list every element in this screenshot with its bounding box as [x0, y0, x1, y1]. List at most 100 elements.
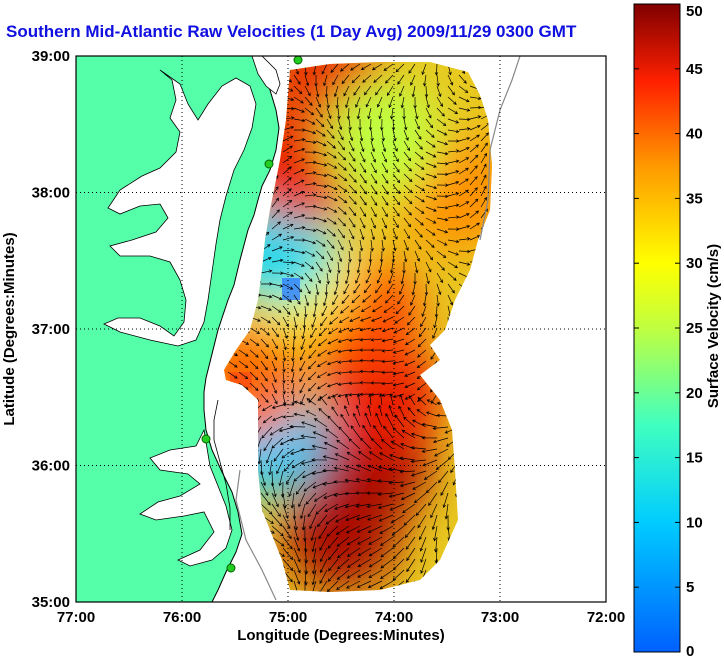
velocity-arrow [356, 464, 372, 472]
velocity-arrow [447, 96, 457, 105]
velocity-arrow [344, 478, 361, 483]
velocity-arrow [367, 107, 372, 120]
velocity-arrow [288, 481, 295, 497]
velocity-arrow [381, 327, 394, 333]
velocity-arrow [291, 349, 295, 362]
velocity-arrow [308, 382, 317, 392]
velocity-arrow [326, 261, 332, 274]
velocity-arrow [346, 451, 361, 461]
delaware-bay [251, 56, 281, 95]
velocity-arrow [318, 327, 328, 337]
y-axis-label: Latitude (Degrees:Minutes) [1, 232, 18, 425]
velocity-arrow [271, 514, 283, 527]
velocity-arrow [249, 360, 259, 370]
velocity-arrow [436, 183, 449, 187]
velocity-arrow [412, 419, 427, 428]
velocity-arrow [353, 85, 361, 96]
colorbar-tick-label: 5 [686, 579, 694, 596]
velocity-arrow [282, 327, 288, 339]
velocity-arrow [370, 129, 374, 142]
velocity-arrow [447, 215, 460, 219]
velocity-arrow [326, 96, 330, 109]
velocity-arrow [282, 272, 295, 278]
velocity-arrow [326, 525, 339, 537]
velocity-arrow [381, 173, 389, 184]
velocity-arrow [414, 173, 425, 181]
velocity-arrow [400, 272, 405, 285]
velocity-arrow [379, 580, 394, 589]
velocity-arrow [436, 239, 448, 246]
velocity-arrow [313, 418, 328, 428]
velocity-arrow [293, 412, 306, 417]
velocity-arrow [310, 327, 317, 339]
velocity-arrow [326, 195, 338, 202]
y-tick-label: 39:00 [32, 48, 70, 65]
velocity-arrow [359, 392, 372, 397]
velocity-arrow [327, 349, 339, 355]
velocity-arrow [425, 107, 432, 119]
velocity-arrow [434, 305, 439, 318]
velocity-arrow [414, 151, 424, 160]
velocity-arrow [249, 327, 261, 334]
colorbar-tick-label: 15 [686, 450, 703, 467]
velocity-arrow [282, 382, 286, 395]
velocity-arrow [316, 371, 328, 378]
velocity-arrow [293, 168, 305, 175]
velocity-arrow [304, 129, 317, 135]
velocity-arrow [421, 422, 438, 428]
velocity-arrow [469, 222, 480, 230]
velocity-arrow [315, 228, 327, 235]
velocity-arrow [381, 338, 394, 343]
velocity-arrow [469, 124, 481, 131]
velocity-arrow [436, 118, 447, 127]
velocity-arrow [356, 580, 372, 588]
velocity-arrow [370, 228, 376, 241]
velocity-arrow [344, 272, 350, 285]
velocity-arrow [311, 569, 317, 586]
velocity-arrow [383, 63, 394, 71]
velocity-arrow [410, 470, 427, 477]
velocity-arrow [319, 569, 328, 584]
map-plot-area [75, 55, 607, 603]
velocity-arrow [425, 140, 436, 148]
velocity-arrow [271, 492, 279, 508]
velocity-arrow [469, 154, 479, 164]
velocity-arrow [337, 338, 350, 343]
velocity-arrow [426, 399, 438, 406]
velocity-arrow [359, 151, 366, 163]
velocity-arrow [379, 250, 384, 263]
velocity-arrow [290, 360, 295, 373]
velocity-arrow [469, 105, 482, 110]
velocity-arrow [392, 173, 401, 184]
velocity-arrow [282, 338, 287, 351]
velocity-arrow [379, 393, 383, 406]
velocity-arrow [347, 558, 361, 568]
velocity-arrow [293, 569, 301, 585]
velocity-arrow [436, 283, 442, 296]
velocity-arrow [310, 525, 317, 541]
velocity-arrow [293, 283, 303, 293]
velocity-arrow [282, 492, 287, 509]
velocity-arrow [408, 63, 416, 74]
velocity-arrow [425, 118, 434, 129]
velocity-arrow [480, 174, 487, 186]
velocity-arrow [403, 514, 416, 526]
velocity-arrow [359, 327, 372, 332]
velocity-arrow [421, 305, 427, 318]
velocity-arrow [399, 481, 416, 487]
velocity-arrow [346, 107, 351, 120]
velocity-arrow [337, 250, 343, 263]
velocity-arrow [348, 239, 354, 252]
velocity-arrow [400, 492, 416, 501]
radar-stations [201, 55, 303, 573]
velocity-arrow [370, 437, 383, 450]
velocity-arrow [458, 107, 471, 112]
velocity-arrow [430, 393, 438, 405]
velocity-arrow [337, 547, 350, 559]
velocity-arrow [311, 558, 317, 575]
velocity-arrow [323, 492, 339, 499]
velocity-arrow [379, 525, 394, 534]
velocity-arrow [399, 394, 405, 406]
velocity-arrow [311, 547, 317, 564]
velocity-arrow [399, 470, 416, 474]
